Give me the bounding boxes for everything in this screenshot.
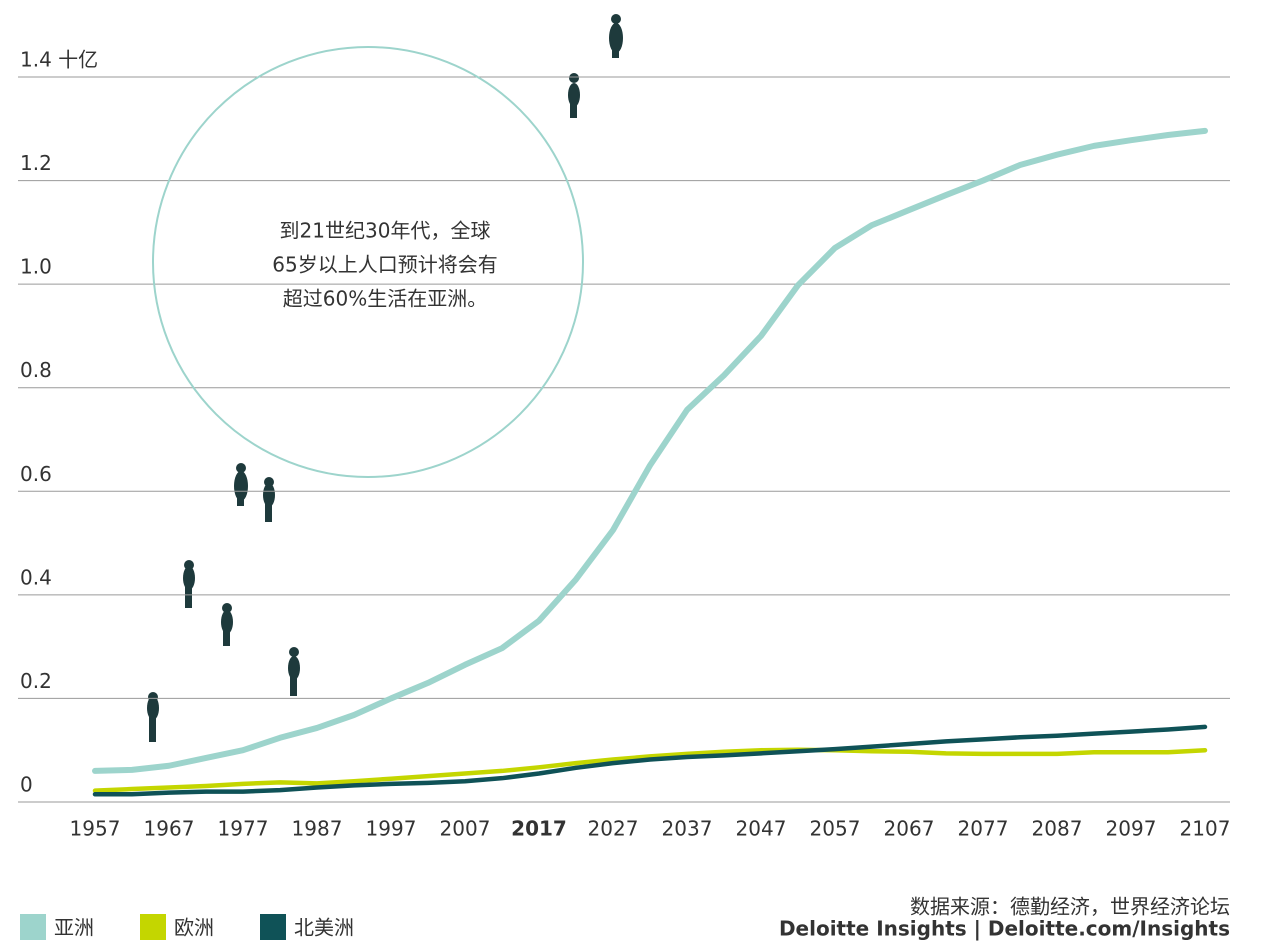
- legend-label: 欧洲: [174, 916, 214, 940]
- x-tick-label: 1987: [292, 817, 343, 841]
- y-tick-label: 0.4: [20, 565, 52, 589]
- x-tick-label: 2017: [511, 817, 567, 841]
- legend-swatch: [140, 914, 166, 940]
- x-tick-label: 2047: [736, 817, 787, 841]
- x-tick-label: 1977: [218, 817, 269, 841]
- x-tick-label: 2107: [1180, 817, 1231, 841]
- x-tick-label: 2097: [1106, 817, 1157, 841]
- annotation-text: 到21世纪30年代，全球: [280, 219, 491, 243]
- y-tick-label: 1.4 十亿: [20, 48, 98, 72]
- legend-swatch: [260, 914, 286, 940]
- x-tick-label: 2027: [588, 817, 639, 841]
- x-tick-label: 1957: [70, 817, 121, 841]
- y-tick-label: 0.6: [20, 462, 52, 486]
- y-tick-label: 1.2: [20, 151, 52, 175]
- x-tick-label: 2077: [958, 817, 1009, 841]
- annotation-text: 超过60%生活在亚洲。: [283, 287, 487, 311]
- source-brand: Deloitte Insights | Deloitte.com/Insight…: [779, 917, 1230, 941]
- series-line: [92, 127, 1208, 774]
- y-tick-label: 0.8: [20, 358, 52, 382]
- x-tick-label: 1967: [144, 817, 195, 841]
- decorative-figures: [147, 14, 623, 742]
- source: 数据来源：德勤经济，世界经济论坛: [910, 895, 1230, 919]
- legend-swatch: [20, 914, 46, 940]
- annotation-circle: [152, 46, 584, 478]
- legend-label: 北美洲: [294, 916, 354, 940]
- y-tick-label: 0.2: [20, 669, 52, 693]
- series-line: [92, 747, 1208, 793]
- x-tick-label: 2087: [1032, 817, 1083, 841]
- x-tick-label: 2007: [440, 817, 491, 841]
- y-tick-label: 1.0: [20, 255, 52, 279]
- x-tick-label: 2067: [884, 817, 935, 841]
- y-tick-label: 0: [20, 773, 33, 797]
- series-line: [92, 724, 1208, 797]
- x-tick-label: 1997: [366, 817, 417, 841]
- legend-label: 亚洲: [54, 916, 94, 940]
- x-tick-label: 2057: [810, 817, 861, 841]
- x-tick-label: 2037: [662, 817, 713, 841]
- annotation-text: 65岁以上人口预计将会有: [272, 253, 497, 277]
